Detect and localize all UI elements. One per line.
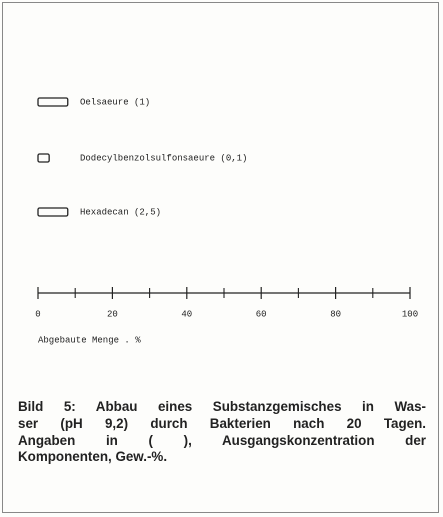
caption-line: Bild 5: Abbau eines Substanzgemisches in… (18, 399, 426, 414)
x-tick-label: 100 (402, 309, 418, 319)
caption: Bild 5: Abbau eines Substanzgemisches in… (18, 399, 426, 466)
x-tick-label: 40 (181, 309, 192, 319)
bar (37, 153, 50, 163)
caption-line: Angaben in ( ), Ausgangskonzentration de… (18, 432, 426, 448)
bar (37, 207, 69, 217)
category-label: Oelsaeure (1) (80, 97, 150, 107)
category-label: Hexadecan (2,5) (80, 207, 161, 217)
caption-line: ser (pH 9,2) durch Bakterien nach 20 Tag… (18, 415, 426, 431)
x-tick-label: 60 (256, 309, 267, 319)
x-tick-label: 0 (35, 309, 40, 319)
x-axis-label: Abgebaute Menge . % (38, 335, 141, 345)
caption-line: Komponenten, Gew.-%. (18, 449, 168, 465)
bar (37, 97, 69, 107)
x-tick-label: 20 (107, 309, 118, 319)
x-tick-label: 80 (330, 309, 341, 319)
category-label: Dodecylbenzolsulfonsaeure (0,1) (80, 153, 247, 163)
frame (2, 2, 439, 513)
